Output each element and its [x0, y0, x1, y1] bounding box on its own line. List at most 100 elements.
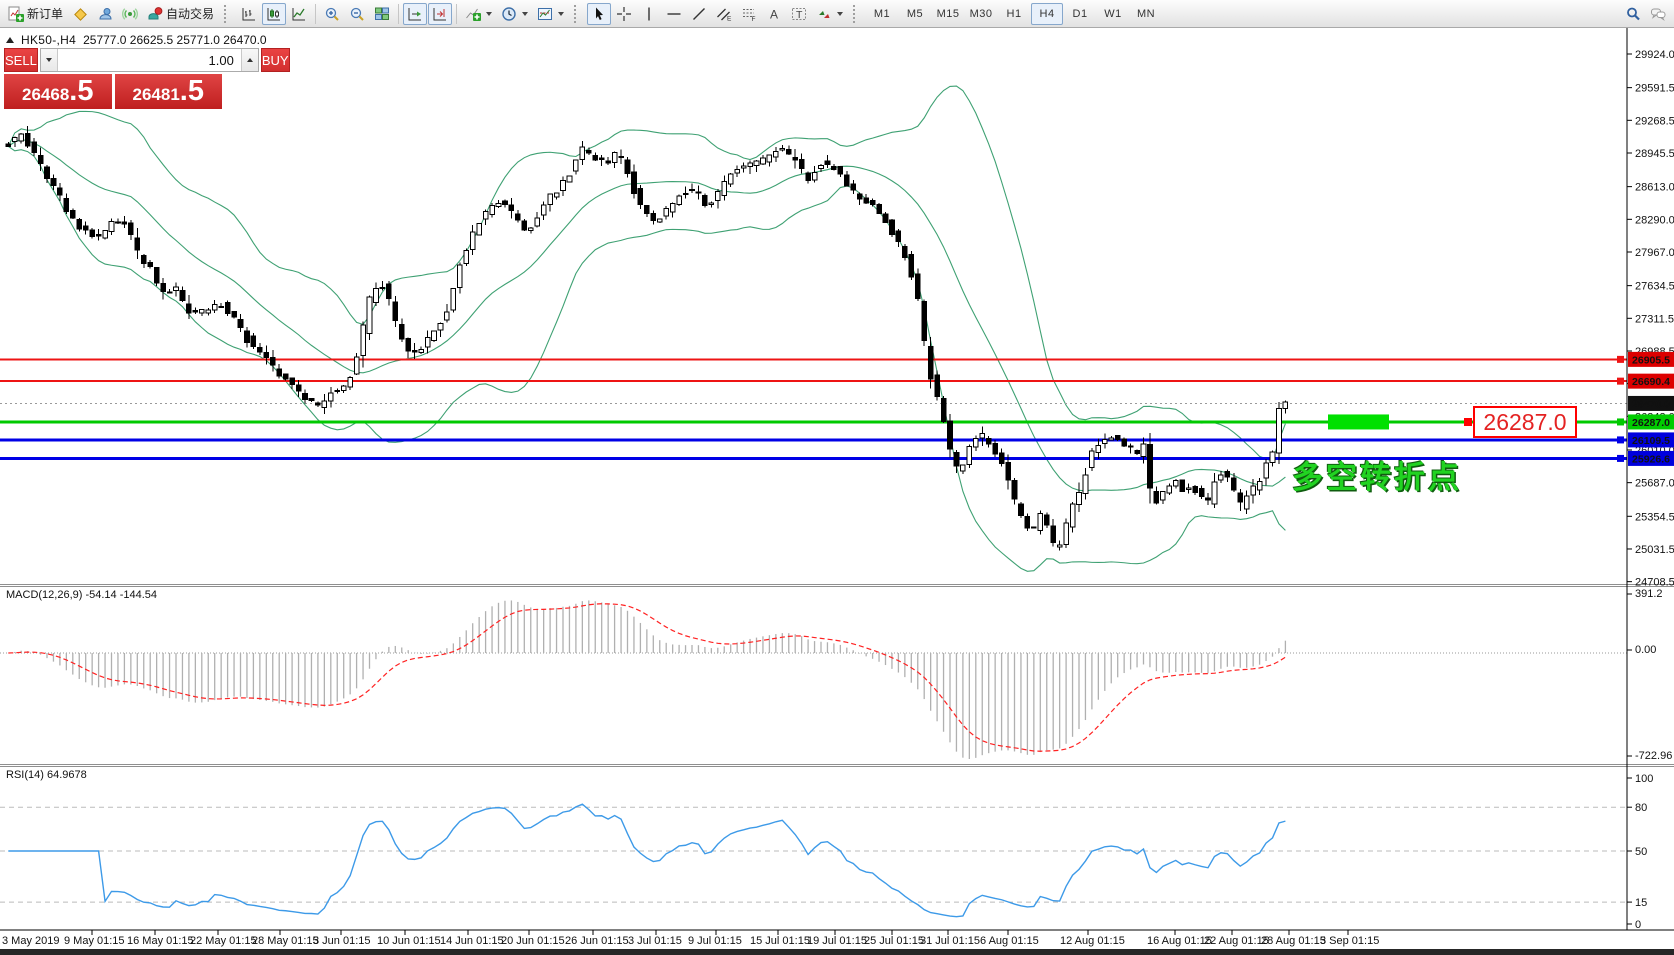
decrease-arrow-icon: [45, 58, 52, 62]
one-click-trading-panel: SELL BUY 26468.5 26481.5: [4, 48, 290, 109]
timeframe-w1-button[interactable]: W1: [1097, 3, 1129, 25]
cursor-tool-button[interactable]: [587, 2, 612, 25]
svg-text:25687.0: 25687.0: [1635, 478, 1674, 490]
svg-text:26109.5: 26109.5: [1632, 435, 1670, 447]
equidistant-channel-tool-button[interactable]: E: [712, 3, 736, 25]
zoom-out-button[interactable]: [345, 3, 369, 25]
crosshair-tool-button[interactable]: [612, 3, 636, 25]
svg-text:28 May 01:15: 28 May 01:15: [252, 935, 319, 947]
svg-text:E: E: [727, 15, 732, 22]
chart-shift-button[interactable]: [428, 2, 453, 25]
timeframe-m1-button[interactable]: M1: [866, 3, 898, 25]
timeframe-mn-button[interactable]: MN: [1130, 3, 1162, 25]
metaeditor-button[interactable]: [68, 3, 92, 25]
autotrading-button[interactable]: 自动交易: [143, 3, 218, 25]
buy-button[interactable]: BUY: [260, 48, 290, 72]
text-label-icon: T: [791, 6, 807, 22]
templates-button[interactable]: [533, 3, 568, 25]
svg-text:0: 0: [1635, 919, 1641, 931]
search-symbol-button[interactable]: [1621, 3, 1645, 25]
auto-scroll-button[interactable]: [403, 2, 428, 25]
svg-text:391.2: 391.2: [1635, 588, 1663, 600]
price-annotation-box[interactable]: 26287.0: [1473, 406, 1577, 438]
indicators-button[interactable]: [461, 3, 496, 25]
bar-chart-button[interactable]: [237, 3, 261, 25]
signals-button[interactable]: [118, 3, 142, 25]
svg-text:25 Jul 01:15: 25 Jul 01:15: [864, 935, 924, 947]
periods-button[interactable]: [497, 3, 532, 25]
svg-text:28290.0: 28290.0: [1635, 214, 1674, 226]
chart-shift-icon: [432, 6, 448, 22]
annotation-handle[interactable]: [1464, 418, 1472, 426]
vertical-line-tool-button[interactable]: [637, 3, 661, 25]
fibonacci-tool-button[interactable]: F: [737, 3, 761, 25]
volume-input[interactable]: [57, 49, 241, 71]
svg-text:28945.5: 28945.5: [1635, 148, 1674, 160]
line-chart-button[interactable]: [287, 3, 311, 25]
trendline-tool-button[interactable]: [687, 3, 711, 25]
zoom-in-button[interactable]: [320, 3, 344, 25]
text-label-tool-button[interactable]: T: [787, 3, 811, 25]
toolbar-grip: [853, 4, 860, 23]
horizontal-line-icon: [666, 6, 682, 22]
svg-text:A: A: [770, 7, 778, 21]
chat-button[interactable]: [1646, 3, 1670, 25]
search-icon: [1625, 6, 1641, 22]
svg-text:24708.5: 24708.5: [1635, 577, 1674, 589]
svg-text:28 Aug 01:15: 28 Aug 01:15: [1261, 935, 1326, 947]
svg-text:3 Jul 01:15: 3 Jul 01:15: [628, 935, 682, 947]
sell-button[interactable]: SELL: [4, 48, 38, 72]
volume-increase-button[interactable]: [240, 49, 258, 71]
volume-stepper: [39, 48, 259, 72]
chat-icon: [1650, 6, 1666, 22]
svg-text:20 Jun 01:15: 20 Jun 01:15: [501, 935, 565, 947]
candlestick-chart-button[interactable]: [262, 2, 287, 25]
timeframe-m30-button[interactable]: M30: [965, 3, 997, 25]
timeframe-h4-button[interactable]: H4: [1031, 2, 1064, 25]
tile-windows-button[interactable]: [370, 3, 394, 25]
svg-text:9 Jul 01:15: 9 Jul 01:15: [688, 935, 742, 947]
svg-text:6 Aug 01:15: 6 Aug 01:15: [980, 935, 1039, 947]
buy-price-main: 26481: [132, 85, 180, 104]
text-tool-button[interactable]: A: [762, 3, 786, 25]
tile-windows-icon: [374, 6, 390, 22]
timeframe-toolbar: M1 M5 M15 M30 H1 H4 D1 W1 MN: [866, 2, 1162, 25]
note-annotation[interactable]: 多空转折点: [1292, 460, 1462, 495]
svg-text:22 May 01:15: 22 May 01:15: [190, 935, 257, 947]
svg-text:3 Sep 01:15: 3 Sep 01:15: [1320, 935, 1379, 947]
horizontal-line-tool-button[interactable]: [662, 3, 686, 25]
svg-text:10 Jun 01:15: 10 Jun 01:15: [377, 935, 441, 947]
timeframe-h1-button[interactable]: H1: [998, 3, 1030, 25]
svg-text:26470.0: 26470.0: [1632, 398, 1670, 410]
svg-text:26 Jun 01:15: 26 Jun 01:15: [565, 935, 629, 947]
svg-text:25354.5: 25354.5: [1635, 511, 1674, 523]
svg-text:-722.96: -722.96: [1635, 750, 1672, 762]
buy-price-fraction: .5: [179, 75, 204, 107]
chart-title: HK50-,H4 25777.0 26625.5 25771.0 26470.0: [6, 33, 267, 47]
new-order-button[interactable]: 新订单: [4, 3, 67, 25]
arrows-tool-button[interactable]: [812, 3, 847, 25]
toolbar-separator: [456, 3, 458, 24]
svg-text:3 Jun 01:15: 3 Jun 01:15: [313, 935, 371, 947]
templates-icon: [537, 6, 553, 22]
toolbar-separator: [315, 3, 317, 24]
timeframe-m5-button[interactable]: M5: [899, 3, 931, 25]
svg-text:80: 80: [1635, 802, 1647, 814]
mql5-community-button[interactable]: [93, 3, 117, 25]
bar-chart-icon: [241, 6, 257, 22]
sell-price-panel[interactable]: 26468.5: [4, 74, 112, 109]
timeframe-m15-button[interactable]: M15: [932, 3, 964, 25]
volume-decrease-button[interactable]: [40, 49, 58, 71]
svg-text:F: F: [752, 16, 756, 22]
timeframe-d1-button[interactable]: D1: [1064, 3, 1096, 25]
buy-price-panel[interactable]: 26481.5: [114, 74, 222, 109]
autotrading-label: 自动交易: [166, 7, 215, 21]
dropdown-caret-icon: [837, 11, 844, 16]
svg-text:27634.5: 27634.5: [1635, 281, 1674, 293]
toolbar-separator: [398, 3, 400, 24]
collapse-chart-icon[interactable]: [6, 37, 14, 43]
svg-text:27311.5: 27311.5: [1635, 313, 1674, 325]
svg-text:25926.6: 25926.6: [1632, 453, 1670, 465]
svg-text:3 May 2019: 3 May 2019: [2, 935, 59, 947]
